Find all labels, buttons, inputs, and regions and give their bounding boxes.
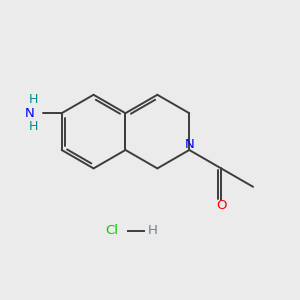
Text: Cl: Cl [106, 224, 118, 238]
Text: N: N [25, 107, 34, 120]
Text: O: O [216, 199, 226, 212]
Text: N: N [184, 138, 194, 151]
Text: H: H [29, 120, 38, 133]
Text: H: H [148, 224, 158, 238]
Text: H: H [29, 93, 38, 106]
